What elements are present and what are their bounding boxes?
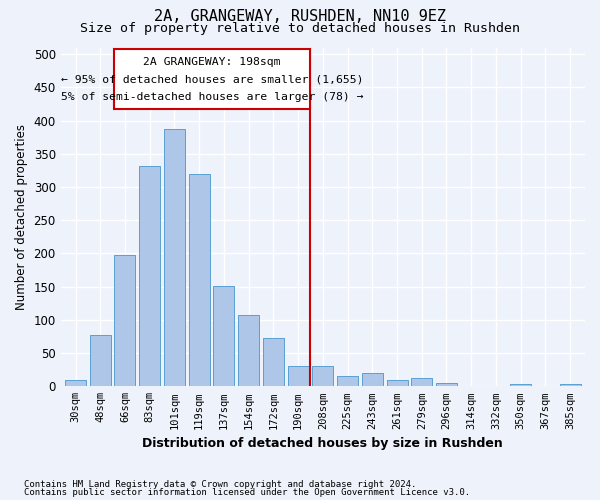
Bar: [188, 174, 209, 386]
Text: Size of property relative to detached houses in Rushden: Size of property relative to detached ho…: [80, 22, 520, 35]
Bar: [560, 384, 581, 386]
Y-axis label: Number of detached properties: Number of detached properties: [15, 124, 28, 310]
Text: 2A GRANGEWAY: 198sqm: 2A GRANGEWAY: 198sqm: [143, 58, 281, 68]
Bar: [386, 380, 407, 386]
Bar: [164, 128, 185, 386]
Text: Contains HM Land Registry data © Crown copyright and database right 2024.: Contains HM Land Registry data © Crown c…: [24, 480, 416, 489]
Bar: [90, 335, 111, 386]
Bar: [313, 366, 334, 386]
Bar: [214, 286, 235, 386]
Bar: [337, 376, 358, 386]
Bar: [510, 384, 531, 386]
Bar: [362, 373, 383, 386]
Bar: [139, 166, 160, 386]
Bar: [411, 378, 432, 386]
Bar: [238, 314, 259, 386]
Text: 5% of semi-detached houses are larger (78) →: 5% of semi-detached houses are larger (7…: [61, 92, 364, 102]
Bar: [65, 380, 86, 386]
X-axis label: Distribution of detached houses by size in Rushden: Distribution of detached houses by size …: [142, 437, 503, 450]
Bar: [114, 49, 310, 108]
Text: ← 95% of detached houses are smaller (1,655): ← 95% of detached houses are smaller (1,…: [61, 74, 364, 85]
Bar: [263, 338, 284, 386]
Bar: [287, 366, 308, 386]
Text: Contains public sector information licensed under the Open Government Licence v3: Contains public sector information licen…: [24, 488, 470, 497]
Text: 2A, GRANGEWAY, RUSHDEN, NN10 9EZ: 2A, GRANGEWAY, RUSHDEN, NN10 9EZ: [154, 9, 446, 24]
Bar: [436, 383, 457, 386]
Bar: [115, 255, 136, 386]
